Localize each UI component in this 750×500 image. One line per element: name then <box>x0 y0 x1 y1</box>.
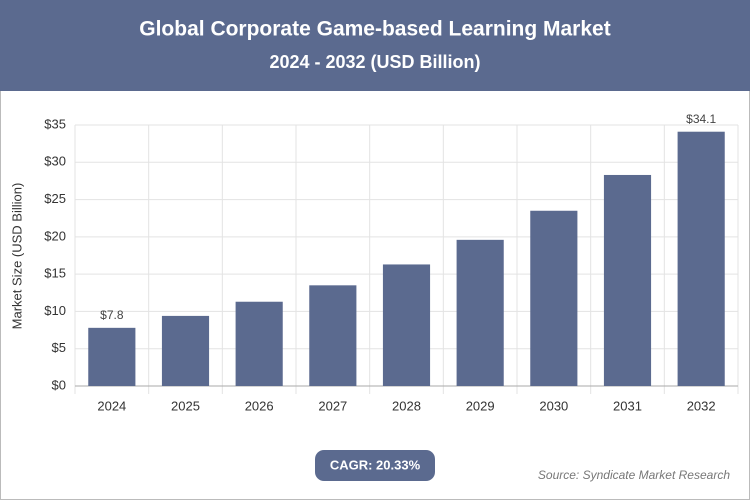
bar <box>677 131 725 386</box>
y-tick-label: $10 <box>44 303 66 318</box>
x-tick-label: 2028 <box>392 398 421 413</box>
y-tick-label: $30 <box>44 154 66 169</box>
x-tick-label: 2025 <box>171 398 200 413</box>
source: Source: Syndicate Market Research <box>538 468 730 482</box>
y-tick-label: $15 <box>44 266 66 281</box>
x-tick-label: 2024 <box>97 398 126 413</box>
bar <box>382 264 431 386</box>
bar <box>603 174 652 386</box>
x-tick-label: 2030 <box>539 398 568 413</box>
y-tick-label: $5 <box>52 340 66 355</box>
value-label: $34.1 <box>686 112 716 126</box>
bar <box>161 315 210 386</box>
bar <box>309 285 357 386</box>
chart-subtitle: 2024 - 2032 (USD Billion) <box>269 52 480 72</box>
bar <box>235 301 283 386</box>
y-tick-label: $20 <box>44 228 66 243</box>
y-axis-label: Market Size (USD Billion) <box>9 183 24 330</box>
x-tick-label: 2026 <box>245 398 274 413</box>
x-tick-label: 2027 <box>318 398 347 413</box>
y-tick-label: $35 <box>44 116 66 131</box>
bar <box>456 239 504 386</box>
y-tick-label: $0 <box>52 377 66 392</box>
cagr-badge <box>315 450 435 481</box>
y-tick-label: $25 <box>44 191 66 206</box>
bar <box>88 327 136 386</box>
chart-title: Global Corporate Game-based Learning Mar… <box>139 18 610 41</box>
value-label: $7.8 <box>100 308 124 322</box>
header <box>0 0 750 91</box>
cagr-text: CAGR: 20.33% <box>330 457 421 472</box>
x-tick-label: 2031 <box>613 398 642 413</box>
x-tick-label: 2029 <box>466 398 495 413</box>
bar <box>530 210 578 386</box>
x-tick-label: 2032 <box>687 398 716 413</box>
